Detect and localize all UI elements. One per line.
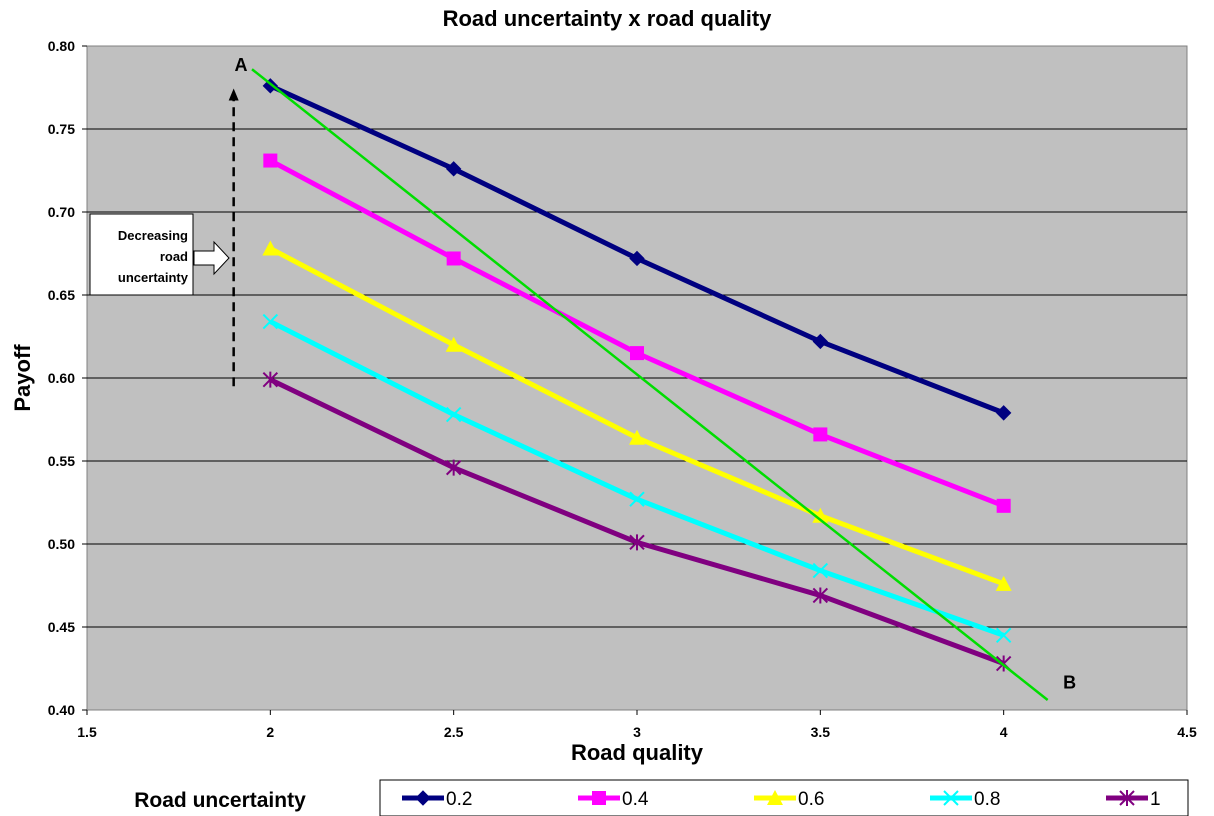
point-label-A: A — [235, 55, 248, 75]
x-axis-ticks: 1.5 2 2.5 3 3.5 4 4.5 — [77, 710, 1197, 740]
data-point — [812, 333, 829, 350]
data-point — [812, 587, 829, 604]
legend-marker — [767, 790, 783, 805]
x-tick-label: 2.5 — [444, 724, 464, 740]
series-markers-0.2 — [262, 78, 1012, 421]
series-markers-0.8 — [262, 313, 1012, 644]
grid-lines — [87, 128, 1187, 628]
annotation-arrowhead — [228, 88, 239, 101]
data-point — [262, 371, 279, 388]
trend-line-a-b — [251, 68, 1049, 702]
legend-title: Road uncertainty — [134, 789, 306, 812]
data-point — [445, 406, 462, 423]
data-point — [629, 250, 645, 267]
x-tick-label: 2 — [266, 724, 274, 740]
legend-item-0.8: 0.8 — [930, 789, 1000, 810]
x-tick-label: 3 — [633, 724, 641, 740]
data-point — [445, 336, 462, 352]
data-point — [995, 405, 1012, 421]
y-tick-label: 0.70 — [48, 204, 75, 220]
data-point — [812, 562, 829, 579]
y-tick-label: 0.75 — [48, 121, 75, 137]
y-tick-label: 0.50 — [48, 536, 75, 552]
y-axis-title: Payoff — [10, 344, 35, 412]
series-markers-0.6 — [262, 240, 1012, 591]
data-point — [995, 575, 1012, 591]
annotation: Decreasing road uncertainty — [89, 88, 239, 387]
legend-marker — [592, 791, 606, 805]
legend-label: 0.8 — [974, 789, 1000, 810]
annotation-line-3: uncertainty — [118, 270, 189, 285]
annotation-line-2: road — [160, 249, 188, 264]
legend-marker — [943, 790, 959, 806]
legend-label: 0.6 — [798, 789, 824, 810]
y-axis-ticks: 0.40 0.45 0.50 0.55 0.60 0.65 0.70 0.75 0.80 — [48, 38, 87, 718]
x-tick-label: 3.5 — [811, 724, 831, 740]
data-point — [629, 429, 645, 445]
data-point — [629, 534, 645, 551]
legend-marker — [415, 790, 431, 806]
legend-item-0.6: 0.6 — [754, 789, 824, 810]
data-point — [629, 491, 645, 507]
data-point — [996, 498, 1011, 513]
x-tick-label: 4.5 — [1177, 724, 1197, 740]
x-axis-title: Road quality — [571, 740, 704, 765]
annotation-box — [89, 213, 194, 296]
legend-label: 1 — [1150, 789, 1161, 810]
data-point — [995, 627, 1012, 644]
y-tick-label: 0.80 — [48, 38, 75, 54]
legend-item-1: 1 — [1106, 789, 1161, 810]
chart-title: Road uncertainty x road quality — [443, 6, 773, 31]
y-tick-label: 0.45 — [48, 619, 75, 635]
y-tick-label: 0.65 — [48, 287, 75, 303]
x-tick-label: 1.5 — [77, 724, 97, 740]
legend-item-0.2: 0.2 — [402, 789, 472, 810]
series-markers-1 — [262, 371, 1012, 672]
legend-label: 0.4 — [622, 789, 649, 810]
data-point — [445, 161, 462, 177]
legend-marker — [1119, 790, 1135, 806]
legend-item-0.4: 0.4 — [578, 789, 649, 810]
point-label-B: B — [1063, 672, 1076, 692]
annotation-block-arrow — [193, 240, 230, 276]
data-point — [262, 313, 279, 330]
data-point — [445, 459, 462, 476]
data-point — [813, 427, 828, 442]
data-point — [630, 346, 644, 361]
data-point — [262, 78, 279, 94]
data-point — [812, 507, 829, 523]
y-tick-label: 0.40 — [48, 702, 75, 718]
y-tick-label: 0.60 — [48, 370, 75, 386]
x-tick-label: 4 — [1000, 724, 1008, 740]
legend-label: 0.2 — [446, 789, 472, 810]
data-point — [262, 240, 279, 256]
legend: Road uncertainty 0.2 0.4 0.6 0.8 1 — [134, 779, 1189, 816]
series-layer: AB — [235, 55, 1076, 702]
data-point — [263, 153, 278, 168]
data-point — [446, 251, 461, 266]
y-tick-label: 0.55 — [48, 453, 75, 469]
annotation-line-1: Decreasing — [118, 228, 188, 243]
series-markers-0.4 — [263, 153, 1011, 513]
